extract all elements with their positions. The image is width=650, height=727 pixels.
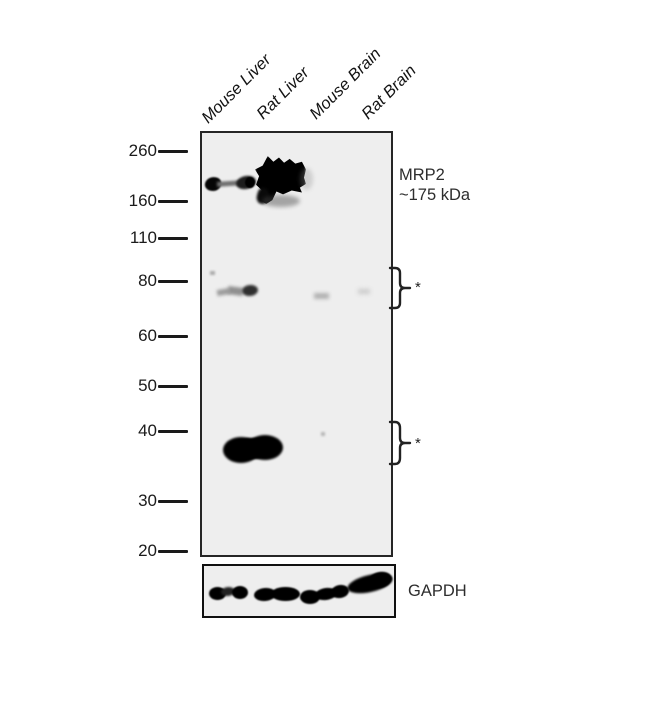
mw-marker-40: 40 (138, 421, 157, 440)
gapdh-band-mouse-liver (232, 586, 248, 599)
mw-tick (158, 385, 188, 388)
mw-marker-260: 260 (128, 141, 157, 160)
nonspecific-bracket-bottom-icon (388, 420, 412, 466)
band-mouse-liver-75-faint (241, 284, 259, 297)
mw-marker-60: 60 (138, 326, 157, 345)
gapdh-band-rat-liver (271, 587, 300, 601)
band-mouse-liver-175 (245, 177, 255, 188)
band-mouse-brain-75-faint (314, 293, 329, 299)
speck (210, 271, 215, 275)
mw-tick (158, 550, 188, 553)
mw-marker-30: 30 (138, 491, 157, 510)
mw-marker-110: 110 (129, 228, 157, 247)
target-name: MRP2 (399, 166, 445, 184)
loading-control-label: GAPDH (408, 582, 467, 600)
mw-marker-50: 50 (138, 376, 157, 395)
target-annotation: MRP2 ~175 kDa (399, 166, 470, 205)
band-rat-liver-175-smudge (262, 195, 300, 207)
mw-tick (158, 150, 188, 153)
mw-tick (158, 335, 188, 338)
band-rat-liver-175-halo (300, 168, 313, 190)
nonspecific-bracket-top-icon (388, 266, 412, 310)
asterisk-annotation-top: * (415, 279, 421, 296)
mw-marker-20: 20 (138, 541, 157, 560)
band-rat-brain-75-faint (358, 289, 370, 294)
target-mw: ~175 kDa (399, 185, 471, 204)
mw-tick (158, 500, 188, 503)
mw-marker-160: 160 (128, 191, 157, 210)
mw-tick (158, 430, 188, 433)
mw-tick (158, 280, 188, 283)
main-blot-panel (200, 131, 393, 557)
mw-tick (158, 237, 188, 240)
band-37-strong (237, 438, 267, 459)
mw-tick (158, 200, 188, 203)
asterisk-annotation-bottom: * (415, 435, 421, 452)
speck (321, 432, 325, 436)
mw-marker-80: 80 (138, 271, 157, 290)
gapdh-panel (202, 564, 396, 618)
